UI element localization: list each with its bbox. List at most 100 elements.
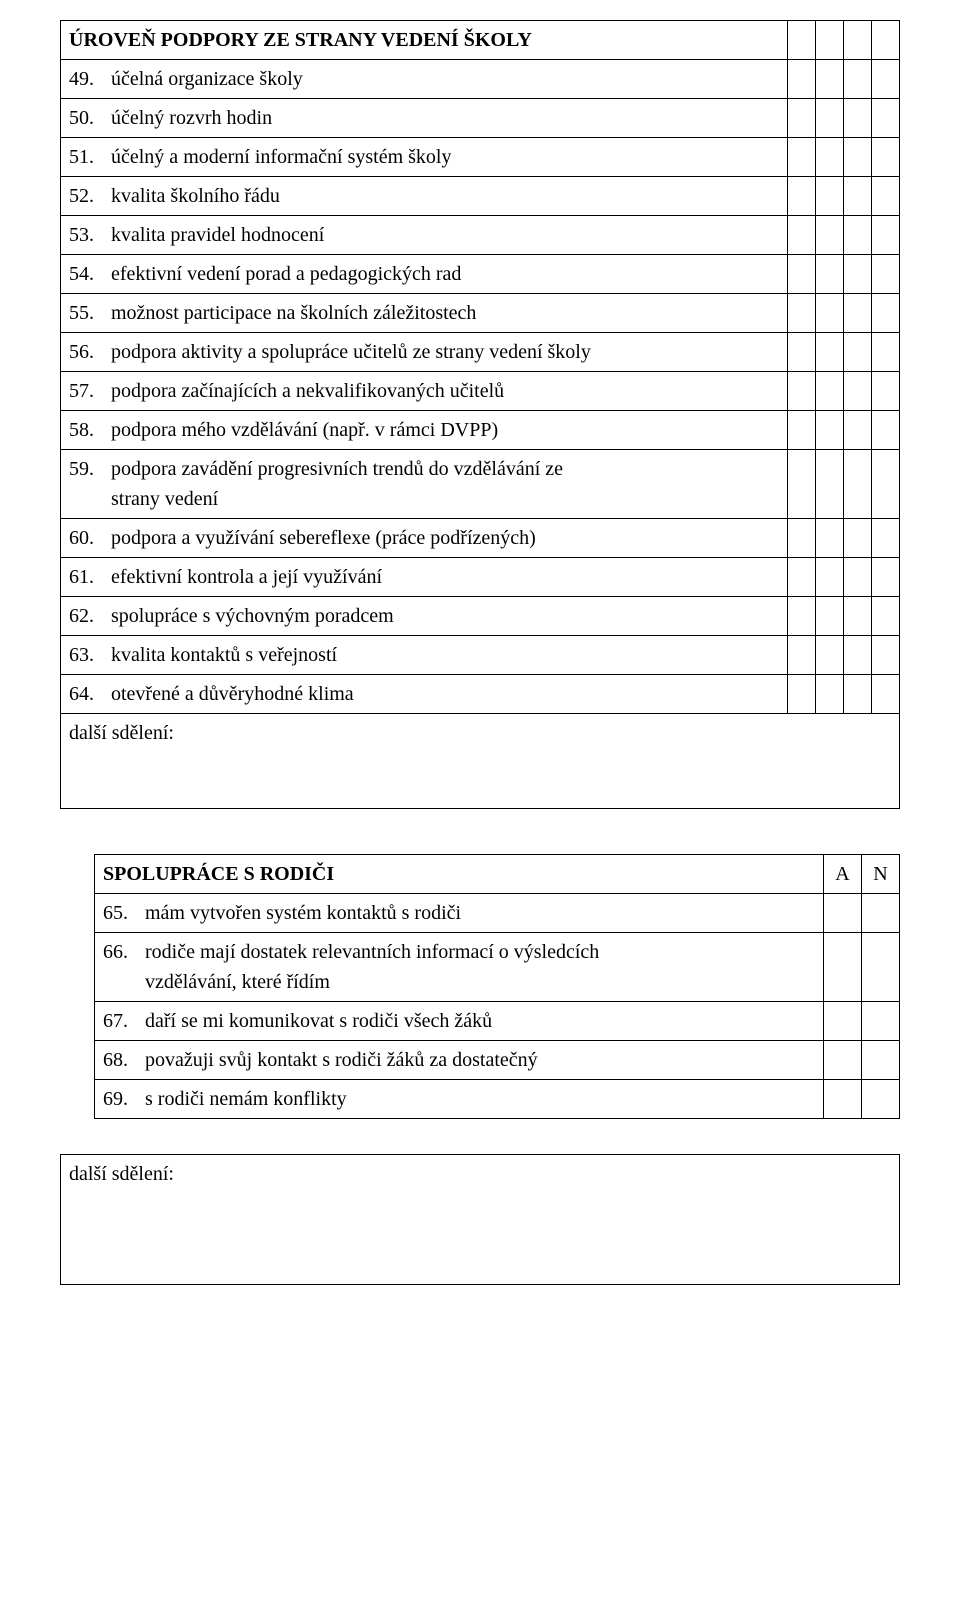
- row-text: otevřené a důvěryhodné klima: [111, 679, 779, 709]
- row-num: 58.: [69, 415, 111, 445]
- check-col-2: [816, 21, 844, 60]
- row-text: možnost participace na školních záležito…: [111, 298, 779, 328]
- check-cell: [872, 450, 900, 519]
- row-text: daří se mi komunikovat s rodiči všech žá…: [145, 1006, 815, 1036]
- row-text: podpora a využívání sebereflexe (práce p…: [111, 523, 779, 553]
- check-cell: [872, 216, 900, 255]
- check-cell: [788, 675, 816, 714]
- row-num: 61.: [69, 562, 111, 592]
- check-cell: [844, 411, 872, 450]
- check-cell: [844, 60, 872, 99]
- table-row: 65. mám vytvořen systém kontaktů s rodič…: [95, 894, 900, 933]
- row-num: 55.: [69, 298, 111, 328]
- check-cell: [844, 636, 872, 675]
- row-cell: 63. kvalita kontaktů s veřejností: [61, 636, 788, 675]
- check-cell: [788, 255, 816, 294]
- check-cell: [844, 138, 872, 177]
- table-row: 61. efektivní kontrola a její využívání: [61, 558, 900, 597]
- check-cell: [788, 138, 816, 177]
- table-row: 60. podpora a využívání sebereflexe (prá…: [61, 519, 900, 558]
- row-num: 64.: [69, 679, 111, 709]
- row-cell: 58. podpora mého vzdělávání (např. v rám…: [61, 411, 788, 450]
- row-text: efektivní vedení porad a pedagogických r…: [111, 259, 779, 289]
- check-cell: [816, 636, 844, 675]
- row-text: rodiče mají dostatek relevantních inform…: [145, 937, 815, 967]
- check-cell: [872, 99, 900, 138]
- table-row: 69. s rodiči nemám konflikty: [95, 1080, 900, 1119]
- row-cell: 53. kvalita pravidel hodnocení: [61, 216, 788, 255]
- check-cell: [844, 558, 872, 597]
- check-cell: [862, 1002, 900, 1041]
- row-text-cont: vzdělávání, které řídím: [103, 967, 815, 997]
- check-cell: [844, 333, 872, 372]
- dalsi-row: další sdělení:: [61, 714, 900, 809]
- row-cell: 51. účelný a moderní informační systém š…: [61, 138, 788, 177]
- table-cooperation-parents: SPOLUPRÁCE S RODIČI A N 65. mám vytvořen…: [94, 854, 900, 1119]
- col-a-header: A: [824, 855, 862, 894]
- row-text: spolupráce s výchovným poradcem: [111, 601, 779, 631]
- dalsi-row: další sdělení:: [61, 1155, 900, 1285]
- row-cell: 65. mám vytvořen systém kontaktů s rodič…: [95, 894, 824, 933]
- check-cell: [872, 255, 900, 294]
- check-cell: [788, 636, 816, 675]
- row-text: podpora začínajících a nekvalifikovaných…: [111, 376, 779, 406]
- check-cell: [844, 675, 872, 714]
- section-header-row: ÚROVEŇ PODPORY ZE STRANY VEDENÍ ŠKOLY: [61, 21, 900, 60]
- table-row: 53. kvalita pravidel hodnocení: [61, 216, 900, 255]
- check-cell: [816, 255, 844, 294]
- check-cell: [824, 1080, 862, 1119]
- check-cell: [844, 255, 872, 294]
- check-cell: [862, 1041, 900, 1080]
- check-cell: [816, 138, 844, 177]
- check-cell: [844, 597, 872, 636]
- row-text: považuji svůj kontakt s rodiči žáků za d…: [145, 1045, 815, 1075]
- check-cell: [872, 372, 900, 411]
- row-num: 50.: [69, 103, 111, 133]
- check-cell: [816, 216, 844, 255]
- check-cell: [816, 99, 844, 138]
- check-cell: [872, 636, 900, 675]
- check-cell: [788, 99, 816, 138]
- row-cell: 50. účelný rozvrh hodin: [61, 99, 788, 138]
- row-text: kvalita školního řádu: [111, 181, 779, 211]
- row-num: 60.: [69, 523, 111, 553]
- section-header-cell: SPOLUPRÁCE S RODIČI: [95, 855, 824, 894]
- row-num: 52.: [69, 181, 111, 211]
- dalsi-cell: další sdělení:: [61, 714, 900, 809]
- check-col-1: [788, 21, 816, 60]
- check-cell: [788, 372, 816, 411]
- table-row: 57. podpora začínajících a nekvalifikova…: [61, 372, 900, 411]
- table-row: 67. daří se mi komunikovat s rodiči všec…: [95, 1002, 900, 1041]
- check-cell: [844, 216, 872, 255]
- table-row: 49. účelná organizace školy: [61, 60, 900, 99]
- row-cell: 68. považuji svůj kontakt s rodiči žáků …: [95, 1041, 824, 1080]
- check-cell: [788, 519, 816, 558]
- table-row: 51. účelný a moderní informační systém š…: [61, 138, 900, 177]
- check-cell: [872, 675, 900, 714]
- col-n-header: N: [862, 855, 900, 894]
- table-row: 54. efektivní vedení porad a pedagogický…: [61, 255, 900, 294]
- table-row: 50. účelný rozvrh hodin: [61, 99, 900, 138]
- check-cell: [816, 60, 844, 99]
- check-cell: [788, 294, 816, 333]
- row-text: efektivní kontrola a její využívání: [111, 562, 779, 592]
- check-col-3: [844, 21, 872, 60]
- row-num: 66.: [103, 937, 145, 967]
- row-num: 65.: [103, 898, 145, 928]
- check-cell: [816, 333, 844, 372]
- table-row: 56. podpora aktivity a spolupráce učitel…: [61, 333, 900, 372]
- check-cell: [816, 294, 844, 333]
- row-text: kvalita pravidel hodnocení: [111, 220, 779, 250]
- row-cell: 61. efektivní kontrola a její využívání: [61, 558, 788, 597]
- row-num: 51.: [69, 142, 111, 172]
- row-num: 54.: [69, 259, 111, 289]
- check-cell: [788, 216, 816, 255]
- row-text: účelný a moderní informační systém školy: [111, 142, 779, 172]
- check-cell: [872, 60, 900, 99]
- row-num: 62.: [69, 601, 111, 631]
- check-cell: [824, 894, 862, 933]
- row-text: kvalita kontaktů s veřejností: [111, 640, 779, 670]
- check-cell: [844, 519, 872, 558]
- row-cell: 56. podpora aktivity a spolupráce učitel…: [61, 333, 788, 372]
- check-cell: [824, 933, 862, 1002]
